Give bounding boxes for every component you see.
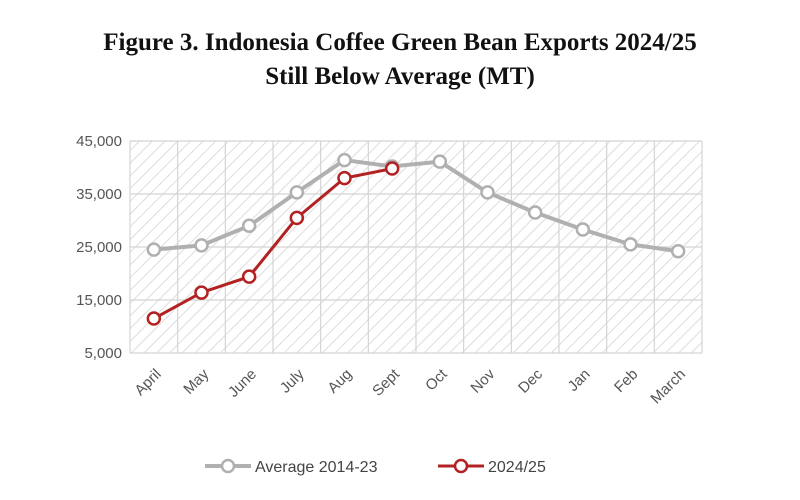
x-tick-label: July (277, 365, 308, 396)
x-tick-label: March (647, 366, 688, 407)
data-point (527, 205, 543, 220)
x-tick-label: Aug (324, 366, 355, 397)
data-point (241, 269, 257, 284)
legend-marker (220, 458, 236, 474)
data-point (480, 185, 495, 200)
series-line (153, 158, 679, 254)
data-point (241, 218, 257, 234)
chart-title-line-2: Still Below Average (MT) (265, 63, 535, 90)
data-point (384, 161, 400, 176)
y-tick-label: 15,000 (76, 292, 122, 309)
series (146, 152, 686, 326)
x-tick-label: Feb (611, 366, 641, 396)
data-point (194, 238, 209, 253)
data-point (575, 222, 591, 237)
x-tick-label: April (131, 366, 164, 399)
data-point (337, 152, 352, 168)
data-point (289, 210, 305, 226)
x-tick-label: Jan (565, 366, 594, 395)
data-point (289, 185, 305, 200)
data-point (146, 311, 162, 326)
x-tick-label: Dec (515, 365, 546, 396)
series-current (146, 161, 400, 326)
data-point (337, 170, 352, 186)
legend-item-current: 2024/25 (438, 458, 546, 476)
y-tick-label: 45,000 (76, 133, 122, 150)
data-point (194, 285, 209, 300)
y-tick-label: 25,000 (76, 239, 122, 256)
data-point (432, 154, 448, 169)
legend-item-average: Average 2014-23 (205, 458, 378, 476)
data-point (623, 237, 638, 252)
x-tick-label: May (180, 365, 212, 397)
legend: Average 2014-23 2024/25 (205, 458, 546, 476)
x-tick-label: June (225, 366, 260, 401)
y-tick-label: 5,000 (84, 345, 122, 362)
chart-title-line-1: Figure 3. Indonesia Coffee Green Bean Ex… (103, 29, 697, 56)
data-point (670, 243, 686, 259)
x-tick-label: Oct (422, 365, 451, 394)
series-line (153, 167, 393, 320)
legend-label: Average 2014-23 (255, 459, 378, 476)
x-tick-label: Sept (369, 365, 403, 399)
y-tick-label: 35,000 (76, 186, 122, 203)
x-tick-label: Nov (467, 365, 498, 396)
legend-marker (453, 458, 469, 474)
data-point (146, 242, 162, 257)
legend-label: 2024/25 (488, 459, 546, 476)
